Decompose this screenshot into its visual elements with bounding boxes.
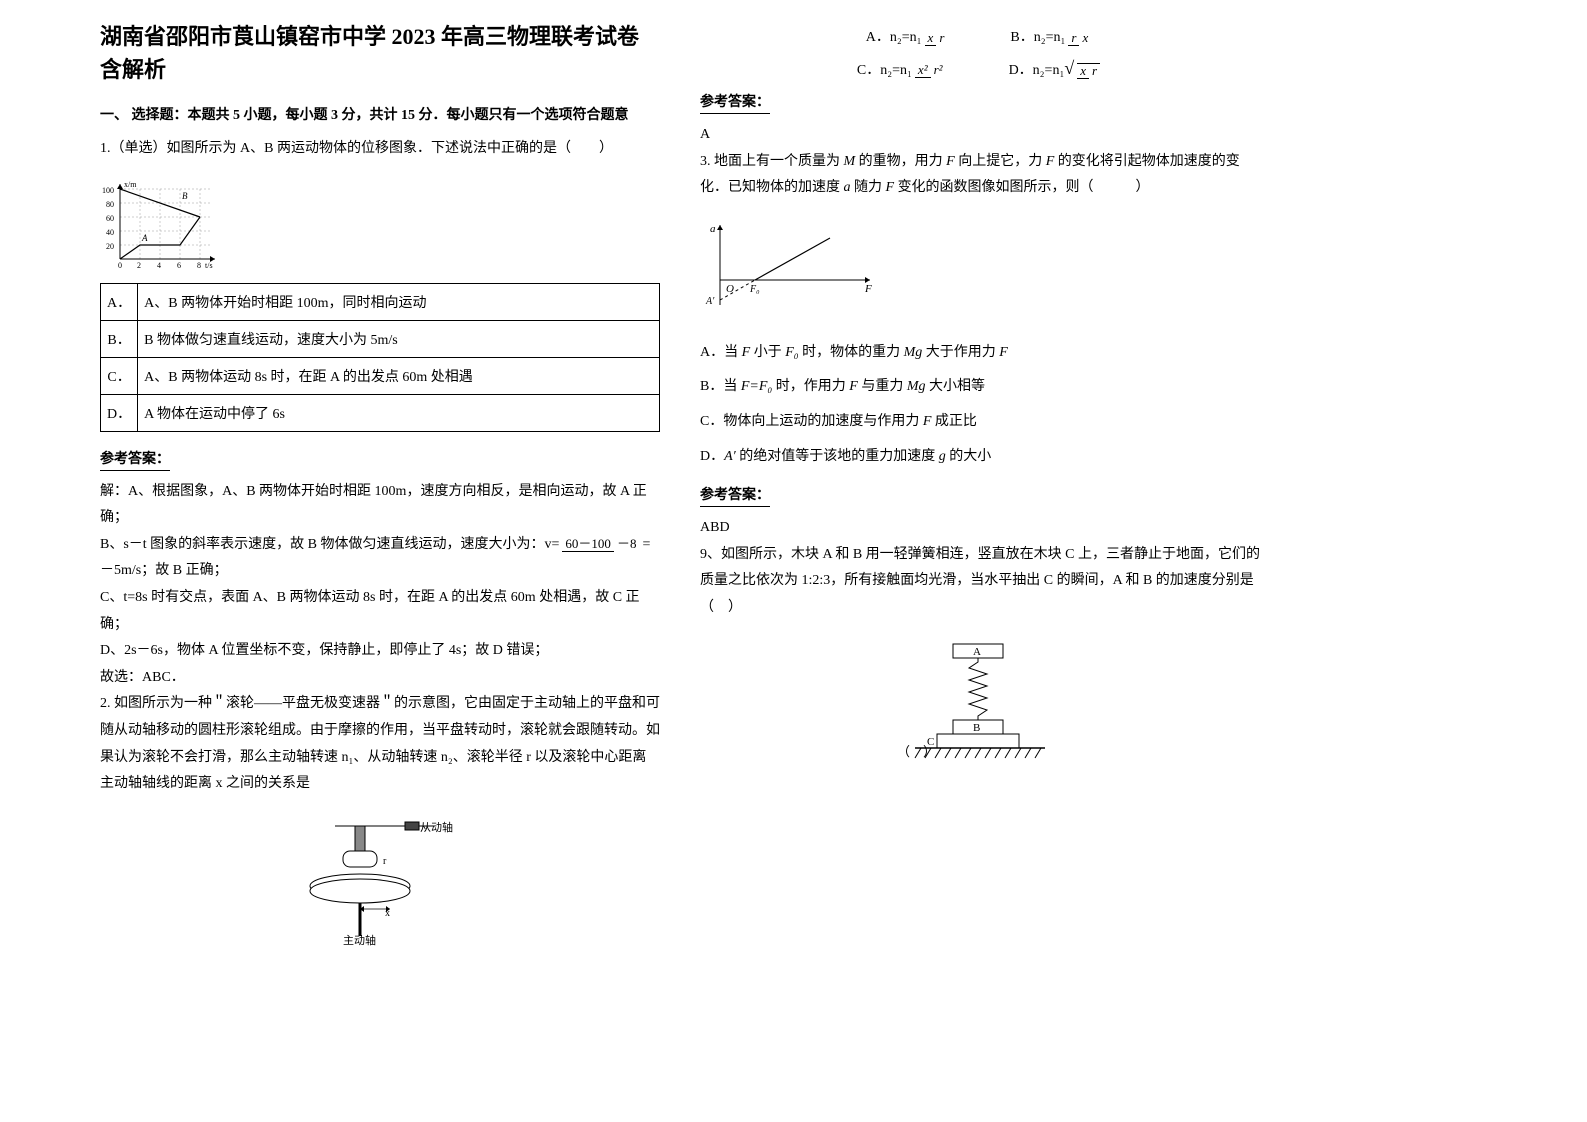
q2-answer: A: [700, 122, 1260, 149]
q3-opt-c: C．物体向上运动的加速度与作用力 F 成正比: [700, 409, 1260, 436]
svg-text:60: 60: [106, 214, 114, 223]
q2-opt-d: D．n₂=n₁√xr: [1009, 58, 1104, 79]
q3-opt-d: D．A′ 的绝对值等于该地的重力加速度 g 的大小: [700, 444, 1260, 471]
opt-b-text: B 物体做匀速直线运动，速度大小为 5m/s: [138, 320, 660, 357]
svg-text:0: 0: [118, 261, 122, 269]
svg-text:t/s: t/s: [205, 261, 213, 269]
q1-options-table: A．A、B 两物体开始时相距 100m，同时相向运动 B．B 物体做匀速直线运动…: [100, 283, 660, 432]
svg-text:x/m: x/m: [124, 180, 137, 189]
opt-d-label: D．: [101, 394, 138, 431]
q2-stem: 2. 如图所示为一种＂滚轮——平盘无极变速器＂的示意图，它由固定于主动轴上的平盘…: [100, 691, 660, 797]
svg-text:从动轴: 从动轴: [420, 820, 453, 834]
left-column: 湖南省邵阳市莨山镇窑市中学 2023 年高三物理联考试卷含解析 一、 选择题：本…: [100, 20, 660, 956]
q3-answer: ABD: [700, 515, 1260, 542]
svg-text:100: 100: [102, 186, 114, 195]
opt-d-text: A 物体在运动中停了 6s: [138, 394, 660, 431]
exam-title: 湖南省邵阳市莨山镇窑市中学 2023 年高三物理联考试卷含解析: [100, 20, 660, 86]
q1-stem: 1.（单选）如图所示为 A、B 两运动物体的位移图象．下述说法中正确的是（ ）: [100, 136, 660, 163]
q2-opt-c: C．n₂=n₁x²r²: [857, 59, 949, 79]
svg-text:O: O: [726, 283, 734, 295]
q3-stem: 3. 地面上有一个质量为 M 的重物，用力 F 向上提它，力 F 的变化将引起物…: [700, 149, 1260, 202]
opt-a-label: A．: [101, 283, 138, 320]
svg-text:2: 2: [137, 261, 141, 269]
svg-text:A: A: [141, 233, 148, 243]
q9-stem: 9、如图所示，木块 A 和 B 用一轻弹簧相连，竖直放在木块 C 上，三者静止于…: [700, 542, 1260, 622]
svg-text:B: B: [973, 722, 980, 734]
opt-c-text: A、B 两物体运动 8s 时，在距 A 的出发点 60m 处相遇: [138, 357, 660, 394]
svg-text:6: 6: [177, 261, 181, 269]
svg-text:B: B: [182, 191, 188, 201]
q2-diagram: 从动轴 主动轴 x r: [295, 816, 465, 946]
opt-a-text: A、B 两物体开始时相距 100m，同时相向运动: [138, 283, 660, 320]
svg-text:20: 20: [106, 242, 114, 251]
q3-opt-b: B．当 F=F₀ 时，作用力 F 与重力 Mg 大小相等: [700, 374, 1260, 401]
svg-text:A′: A′: [705, 296, 715, 307]
q2-opt-b: B．n₂=n₁rx: [1010, 26, 1094, 46]
q2-opt-a: A．n₂=n₁xr: [866, 26, 951, 46]
q3-answer-head: 参考答案：: [700, 484, 770, 507]
q3-opt-a: A．当 F 小于 F₀ 时，物体的重力 Mg 大于作用力 F: [700, 340, 1260, 367]
svg-text:a: a: [710, 223, 716, 235]
q1-expl-d: D、2s－6s，物体 A 位置坐标不变，保持静止，即停止了 4s；故 D 错误；: [100, 638, 660, 665]
q3-graph: a F O F₀ A′: [700, 220, 880, 310]
q1-expl-c: C、t=8s 时有交点，表面 A、B 两物体运动 8s 时，在距 A 的出发点 …: [100, 585, 660, 638]
svg-text:4: 4: [157, 261, 161, 269]
svg-text:F: F: [864, 283, 872, 295]
svg-text:A: A: [973, 646, 981, 658]
q1-expl-a: 解：A、根据图象，A、B 两物体开始时相距 100m，速度方向相反，是相向运动，…: [100, 479, 660, 532]
svg-text:8: 8: [197, 261, 201, 269]
svg-text:（ ）: （ ）: [897, 744, 936, 759]
svg-text:40: 40: [106, 228, 114, 237]
q2-answer-head: 参考答案：: [700, 91, 770, 114]
svg-text:F₀: F₀: [749, 284, 760, 295]
q1-graph: A B 100 80 60 40 20 0 2 4 6 8 x/m t/s: [100, 179, 240, 269]
svg-text:80: 80: [106, 200, 114, 209]
q1-expl-b: B、s－t 图象的斜率表示速度，故 B 物体做匀速直线运动，速度大小为：v=60…: [100, 532, 660, 585]
svg-text:r: r: [383, 856, 387, 867]
q1-answer-head: 参考答案：: [100, 448, 170, 471]
q2-opts-row1: A．n₂=n₁xr B．n₂=n₁rx: [700, 26, 1260, 46]
q2-opts-row2: C．n₂=n₁x²r² D．n₂=n₁√xr: [700, 58, 1260, 79]
q9-diagram: A B C （ ）: [700, 638, 1260, 773]
svg-text:主动轴: 主动轴: [343, 933, 376, 946]
opt-c-label: C．: [101, 357, 138, 394]
right-column: A．n₂=n₁xr B．n₂=n₁rx C．n₂=n₁x²r² D．n₂=n₁√…: [700, 20, 1260, 956]
opt-b-label: B．: [101, 320, 138, 357]
section-1-head: 一、 选择题：本题共 5 小题，每小题 3 分，共计 15 分．每小题只有一个选…: [100, 104, 660, 124]
q1-expl-sel: 故选：ABC．: [100, 665, 660, 692]
